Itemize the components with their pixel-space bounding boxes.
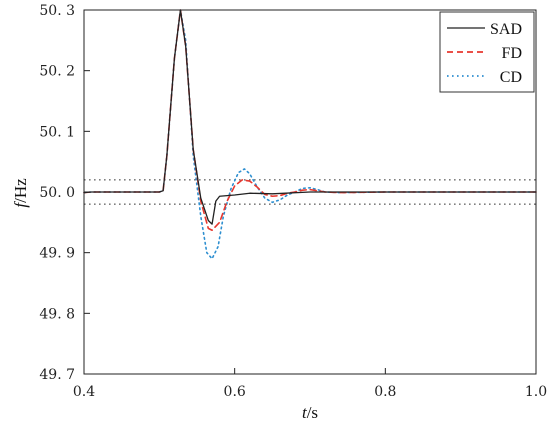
legend: SAD FD CD bbox=[439, 11, 535, 93]
y-tick-label: 49. 8 bbox=[39, 306, 75, 322]
y-axis-title-var: f bbox=[11, 201, 30, 208]
reference-lines bbox=[84, 179, 536, 205]
y-tick-label: 50. 2 bbox=[39, 64, 75, 80]
y-axis-title: f/Hz bbox=[11, 178, 30, 208]
y-tick-label: 49. 7 bbox=[39, 367, 75, 383]
series-lines bbox=[83, 9, 537, 260]
x-tick-label: 1.0 bbox=[525, 384, 547, 400]
x-tick-label: 0.8 bbox=[374, 384, 396, 400]
y-tick-label: 49. 9 bbox=[39, 246, 75, 262]
y-tick-label: 50. 3 bbox=[39, 3, 75, 19]
x-axis-title-var: t bbox=[302, 403, 308, 422]
y-axis-title-unit: /Hz bbox=[11, 178, 30, 203]
x-tick-label: 0.6 bbox=[224, 384, 246, 400]
y-tick-label: 50. 0 bbox=[39, 185, 75, 201]
legend-box bbox=[439, 11, 535, 93]
y-tick-label: 50. 1 bbox=[39, 124, 75, 140]
series-line-sad bbox=[83, 9, 537, 225]
x-axis-title: t/s bbox=[302, 403, 318, 422]
legend-label-sad: SAD bbox=[490, 21, 522, 38]
x-tick-label: 0.4 bbox=[73, 384, 95, 400]
legend-label-fd: FD bbox=[502, 45, 522, 62]
legend-label-cd: CD bbox=[500, 69, 522, 86]
axis-ticks: 0.4 0.6 0.8 1.0 49. 7 49. 8 49. 9 50. 0 50. 1 50.… bbox=[39, 3, 547, 400]
x-axis-title-unit: /s bbox=[307, 403, 318, 422]
